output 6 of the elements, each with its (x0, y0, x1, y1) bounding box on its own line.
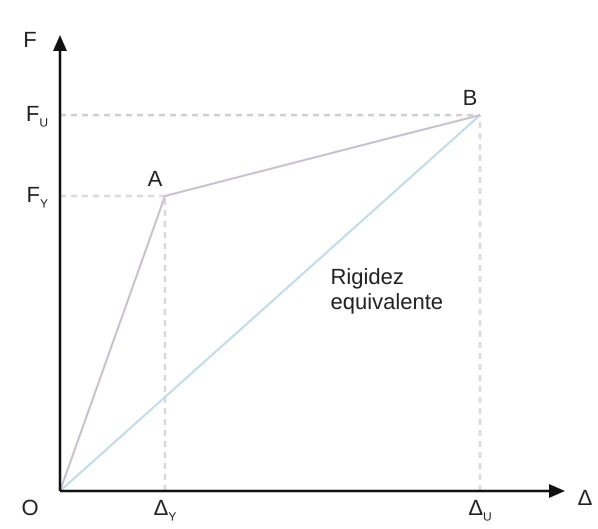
x-axis-title: Δ (578, 485, 593, 510)
annotation: B (462, 85, 478, 110)
series-label: Rigidez equivalente (330, 264, 444, 314)
text: O (21, 495, 39, 520)
annotation: A (148, 166, 163, 192)
y-axis-title: F (23, 27, 37, 52)
